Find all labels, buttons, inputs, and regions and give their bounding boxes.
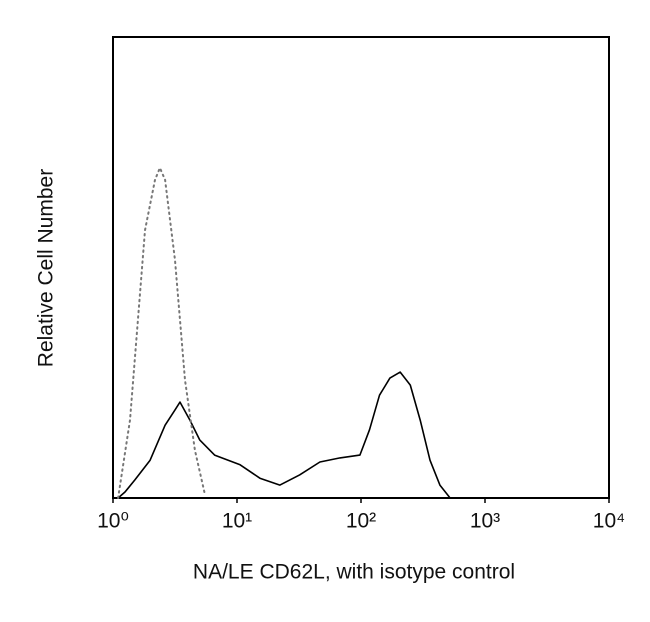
x-axis-label: NA/LE CD62L, with isotype control [193, 561, 515, 584]
plot-frame [112, 36, 610, 499]
series-line [117, 166, 206, 499]
x-tick-label: 10⁴ [593, 510, 625, 533]
x-tick-label: 10⁰ [97, 510, 129, 533]
x-tick-label: 10³ [470, 510, 500, 533]
x-tick-label: 10¹ [222, 510, 252, 533]
x-tick-label: 10² [346, 510, 376, 533]
series-line [117, 371, 451, 499]
y-axis-label: Relative Cell Number [35, 169, 58, 367]
